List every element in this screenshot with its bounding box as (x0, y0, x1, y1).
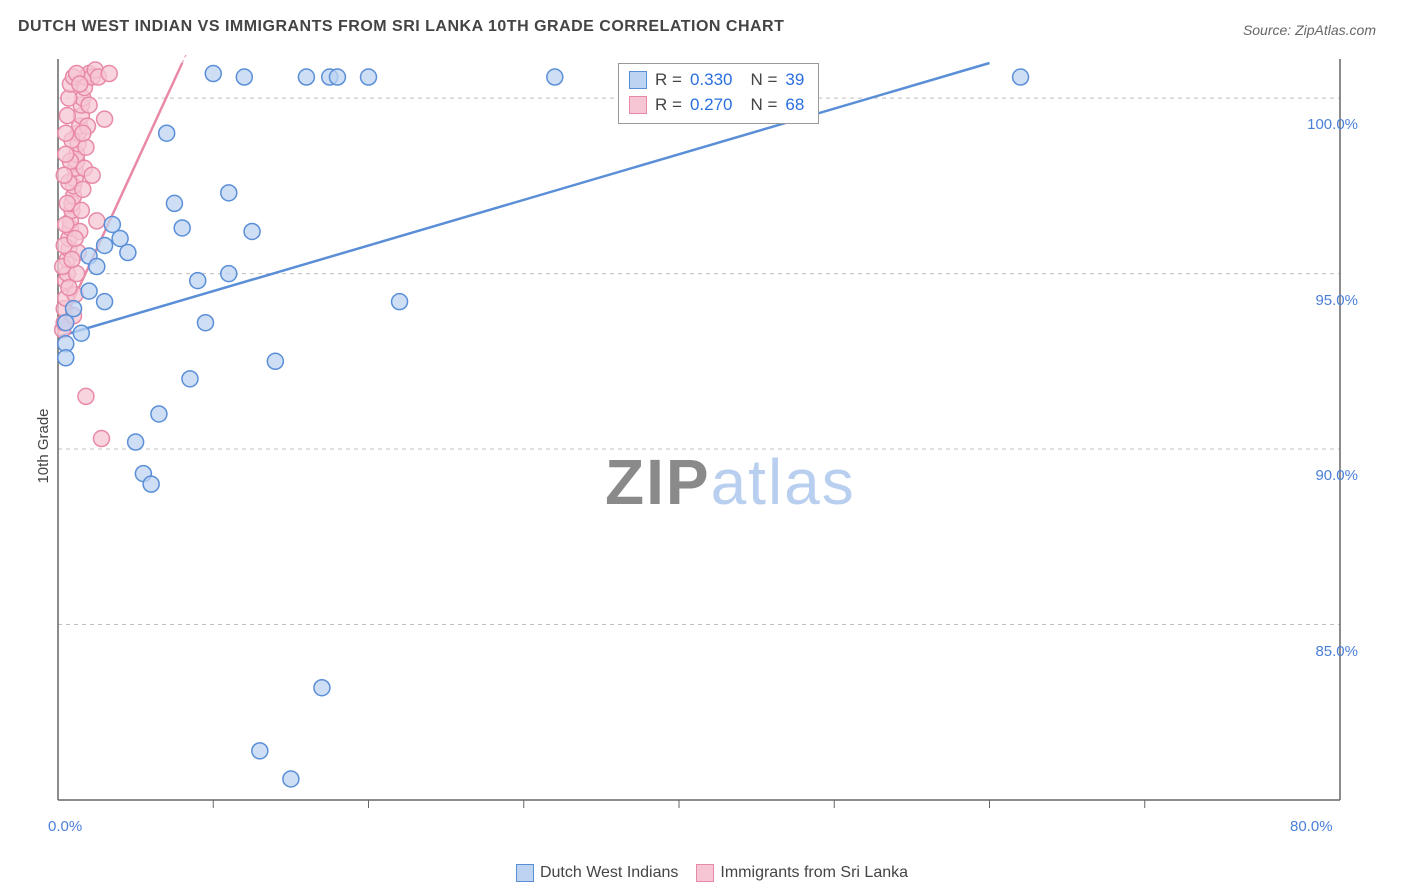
y-tick-label: 85.0% (1315, 643, 1358, 660)
y-tick-label: 95.0% (1315, 292, 1358, 309)
x-tick-label: 80.0% (1290, 818, 1333, 835)
source-attribution: Source: ZipAtlas.com (1243, 22, 1376, 38)
legend-r-value: 0.270 (690, 93, 733, 118)
legend-stats-row: R = 0.270 N = 68 (629, 93, 804, 118)
legend-n-value: 68 (785, 93, 804, 118)
y-tick-label: 100.0% (1307, 116, 1358, 133)
legend-swatch (516, 864, 534, 882)
plot-svg (50, 55, 1350, 825)
legend-swatch (696, 864, 714, 882)
chart-title: DUTCH WEST INDIAN VS IMMIGRANTS FROM SRI… (18, 18, 784, 36)
legend-n-label: N = (750, 68, 777, 93)
series-name: Immigrants from Sri Lanka (720, 864, 908, 881)
legend-swatch (629, 71, 647, 89)
legend-stats-row: R = 0.330 N = 39 (629, 68, 804, 93)
legend-r-label: R = (655, 68, 682, 93)
correlation-legend: R = 0.330 N = 39 R = 0.270 N = 68 (618, 63, 819, 124)
y-tick-label: 90.0% (1315, 467, 1358, 484)
series-name: Dutch West Indians (540, 864, 678, 881)
x-tick-label: 0.0% (48, 818, 82, 835)
legend-r-value: 0.330 (690, 68, 733, 93)
legend-n-value: 39 (785, 68, 804, 93)
series-legend: Dutch West Indians Immigrants from Sri La… (0, 864, 1406, 882)
scatter-plot: R = 0.330N = 39R = 0.270N = 68 ZIPatlas … (50, 55, 1350, 825)
legend-n-label: N = (750, 93, 777, 118)
legend-r-label: R = (655, 93, 682, 118)
legend-swatch (629, 96, 647, 114)
